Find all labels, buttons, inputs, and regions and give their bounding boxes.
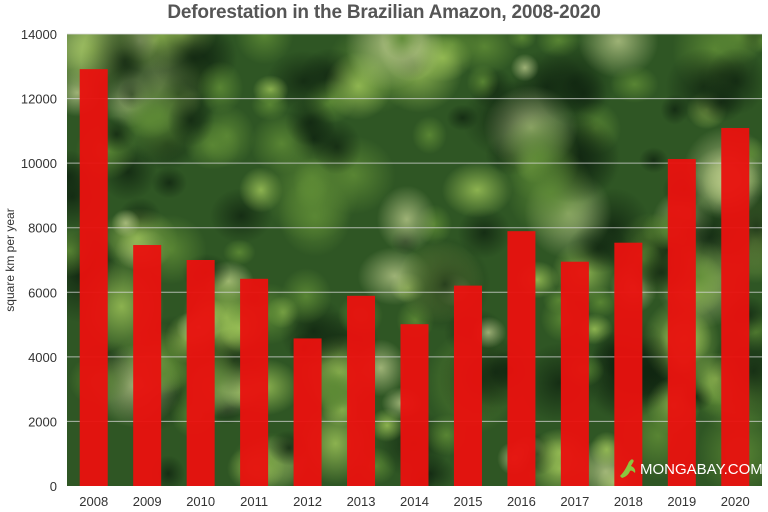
canopy-blob: [578, 34, 659, 78]
x-tick-label: 2014: [400, 494, 429, 509]
canopy-blob: [167, 94, 215, 147]
x-tick-label: 2010: [186, 494, 215, 509]
y-axis-ticks: 0 2000 4000 6000 8000 10000 12000 14000: [21, 27, 57, 494]
x-axis-ticks: 2008 2009 2010 2011 2012 2013 2014 2015 2016 2017…: [79, 494, 749, 509]
x-tick-label: 2012: [293, 494, 322, 509]
canopy-blob: [310, 367, 357, 419]
y-tick-label: 8000: [28, 221, 57, 236]
canopy-blob: [382, 34, 422, 60]
bar-2014: [400, 324, 429, 486]
y-tick-label: 14000: [21, 27, 57, 42]
bar-2010: [186, 260, 215, 486]
x-tick-label: 2019: [667, 494, 696, 509]
canopy-blob: [497, 112, 581, 202]
x-tick-label: 2017: [560, 494, 589, 509]
canopy-blob: [567, 224, 630, 274]
canopy-blob: [285, 98, 336, 147]
bar-2009: [133, 245, 162, 486]
canopy-blob: [376, 185, 437, 254]
y-axis-title: square km per year: [3, 208, 17, 311]
x-tick-label: 2011: [240, 494, 268, 509]
bar-2012: [293, 338, 322, 486]
canopy-blob: [278, 176, 352, 257]
x-tick-label: 2020: [721, 494, 750, 509]
canopy-blob: [510, 53, 540, 82]
bar-2013: [347, 295, 376, 486]
canopy-blob: [581, 286, 619, 319]
mongabay-watermark: MONGABAY.COM: [620, 459, 763, 478]
bar-2017: [560, 261, 589, 486]
y-tick-label: 6000: [28, 285, 57, 300]
bar-2020: [721, 128, 750, 487]
x-tick-label: 2009: [133, 494, 162, 509]
bar-2008: [79, 69, 108, 486]
y-tick-label: 10000: [21, 156, 57, 171]
x-tick-label: 2013: [347, 494, 376, 509]
bar-2011: [240, 278, 269, 486]
canopy-blob: [411, 115, 447, 155]
gecko-icon: [620, 459, 636, 478]
canopy-blob: [151, 167, 188, 199]
canopy-blob: [466, 64, 499, 100]
x-tick-label: 2015: [454, 494, 483, 509]
bar-2018: [614, 242, 643, 486]
canopy-blob: [234, 34, 294, 65]
watermark-text: MONGABAY.COM: [640, 461, 763, 478]
canopy-blob: [610, 65, 659, 103]
bar-2016: [507, 231, 536, 486]
canopy-blob: [638, 147, 669, 174]
x-tick-label: 2018: [614, 494, 643, 509]
y-tick-label: 12000: [21, 92, 57, 107]
canopy-blob: [441, 162, 513, 218]
bar-2019: [667, 158, 696, 486]
y-tick-label: 0: [50, 479, 57, 494]
canopy-blob: [705, 47, 762, 116]
chart-title: Deforestation in the Brazilian Amazon, 2…: [167, 2, 601, 23]
y-tick-label: 2000: [28, 414, 57, 429]
bar-2015: [453, 285, 482, 486]
y-tick-label: 4000: [28, 350, 57, 365]
canopy-blob: [446, 104, 479, 131]
canopy-blob: [111, 209, 141, 238]
canopy-blob: [196, 61, 244, 115]
canopy-blob: [223, 239, 256, 266]
x-tick-label: 2008: [79, 494, 108, 509]
x-tick-label: 2016: [507, 494, 536, 509]
bars: [79, 69, 750, 487]
canopy-blob: [251, 88, 289, 121]
canopy-blob: [449, 34, 520, 75]
